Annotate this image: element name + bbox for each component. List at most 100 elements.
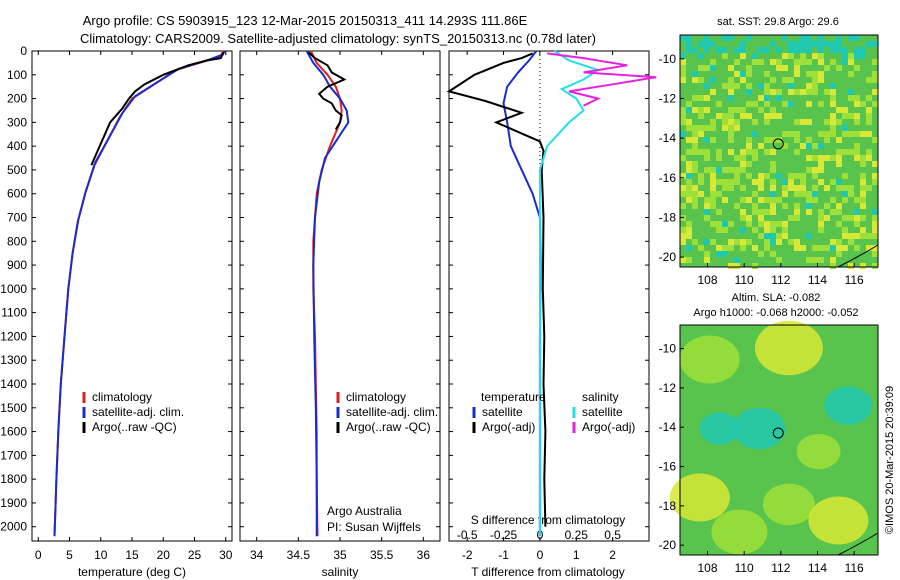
sst-map-cell [752, 155, 758, 161]
sst-map-cell [692, 143, 698, 149]
title-line-1: Argo profile: CS 5903915_123 12-Mar-2015… [83, 13, 528, 28]
y-tick-label: 900 [7, 258, 27, 272]
sst-map-cell [692, 47, 698, 53]
sst-map-cell [830, 245, 836, 251]
sst-map-cell [824, 185, 830, 191]
sst-map-cell [872, 209, 878, 215]
sst-map-cell [722, 53, 728, 59]
sst-map-cell [698, 245, 704, 251]
y-tick-label: 400 [7, 139, 27, 153]
sst-map-cell [782, 203, 788, 209]
sst-map-cell [788, 47, 794, 53]
sla-map-blob [762, 483, 815, 526]
credit-text: ©IMOS 20-Mar-2015 20:39:09 [884, 386, 896, 534]
x-tick-label: 25 [188, 548, 202, 562]
sst-x-tick-label: 116 [845, 273, 864, 287]
sst-map-cell [836, 161, 842, 167]
sst-map-cell [680, 215, 686, 221]
sst-map-cell [794, 239, 800, 245]
sst-y-tick-label: -18 [659, 210, 677, 224]
sst-map-cell [716, 113, 722, 119]
sst-map-cell [854, 101, 860, 107]
sst-map-cell [722, 185, 728, 191]
sst-map-cell [686, 149, 692, 155]
sst-map-cell [692, 167, 698, 173]
sst-map-cell [722, 47, 728, 53]
sst-map-cell [836, 251, 842, 257]
sst-x-tick-label: 108 [697, 273, 717, 287]
sst-map-cell [746, 83, 752, 89]
sst-map-cell [680, 59, 686, 65]
sst-map-cell [848, 185, 854, 191]
diff-legend-sal-title: salinity [582, 390, 619, 404]
sst-map-cell [686, 119, 692, 125]
sst-map-cell [854, 233, 860, 239]
sst-map-cell [776, 239, 782, 245]
sst-map-cell [848, 53, 854, 59]
sst-map-cell [836, 245, 842, 251]
sst-map-cell [758, 47, 764, 53]
sla-y-tick-label: -12 [659, 381, 677, 395]
temperature-axes-frame [31, 50, 233, 542]
sst-map-cell [728, 119, 734, 125]
sst-map-cell [728, 167, 734, 173]
sla-map-blob [679, 335, 740, 384]
sla-y-tick-label: -20 [659, 538, 677, 552]
sst-map-cell [734, 179, 740, 185]
sst-map-cell [872, 161, 878, 167]
sst-map-cell [752, 53, 758, 59]
sst-map-cell [818, 179, 824, 185]
sst-map-cell [812, 41, 818, 47]
sst-x-tick-label: 110 [735, 273, 754, 287]
sst-map-cell [860, 53, 866, 59]
x-tick-label: -1 [498, 548, 509, 562]
sst-map-cell [848, 263, 854, 269]
sst-map-cell [728, 107, 734, 113]
sst-map-cell [776, 89, 782, 95]
sst-map-cell [830, 41, 836, 47]
sst-map-cell [710, 65, 716, 71]
temp-legend-label: satellite-adj. clim. [92, 405, 184, 419]
sst-map-cell [842, 107, 848, 113]
sst-map-cell [704, 203, 710, 209]
sst-map-cell [716, 209, 722, 215]
difference-axes-frame [448, 50, 650, 542]
y-tick-label: 1000 [0, 282, 27, 296]
sst-map-cell [818, 47, 824, 53]
sst-map-cell [770, 209, 776, 215]
sla-map-blob [733, 407, 786, 450]
x-tick-label: 34 [250, 548, 264, 562]
x2-tick-label: -0.25 [490, 528, 518, 542]
sal-legend-label: climatology [346, 390, 406, 404]
sst-map-cell [806, 167, 812, 173]
sst-map-cell [692, 239, 698, 245]
sst-map-cell [752, 203, 758, 209]
sst-map-cell [746, 197, 752, 203]
sst-map-cell [836, 155, 842, 161]
sst-map-cell [686, 179, 692, 185]
sst-map-cell [746, 113, 752, 119]
sst-map-cell [788, 89, 794, 95]
sst-map-cell [818, 35, 824, 41]
sst-map-cell [686, 107, 692, 113]
diff-legend-sal-label: Argo(-adj) [582, 420, 635, 434]
sst-map-cell [704, 83, 710, 89]
sst-map-cell [848, 113, 854, 119]
sst-argo-marker [772, 138, 784, 150]
sst-map-cell [782, 65, 788, 71]
diff-sal-satellite-line [538, 50, 601, 537]
sst-map-cell [800, 59, 806, 65]
sst-map-cell [872, 251, 878, 257]
sst-map-cell [764, 71, 770, 77]
sst-map-cell [806, 197, 812, 203]
sst-map-cell [746, 215, 752, 221]
sst-map-cell [698, 65, 704, 71]
sla-y-tick-label: -18 [659, 499, 677, 513]
diff-legend-temp-title: temperature [481, 390, 546, 404]
sst-map-cell [704, 209, 710, 215]
sla-map-blob [754, 320, 823, 376]
sst-map-cell [728, 263, 734, 269]
sst-map-cell [710, 185, 716, 191]
sst-map-cell [842, 245, 848, 251]
